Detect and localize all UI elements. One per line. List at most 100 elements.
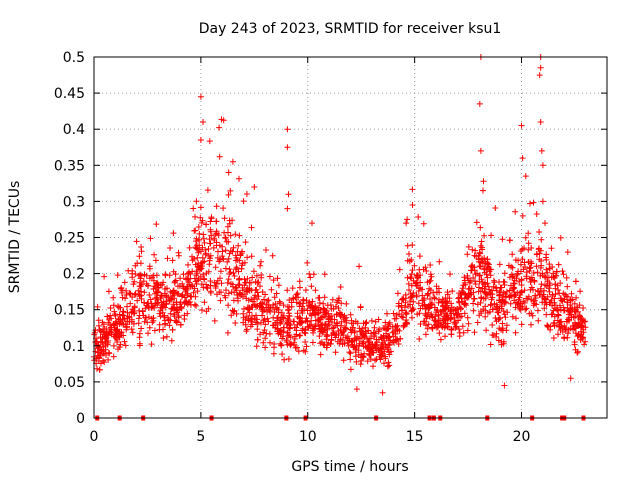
data-point (442, 310, 449, 317)
data-point (138, 272, 145, 279)
data-point (115, 346, 121, 353)
data-point (145, 304, 152, 311)
data-point (294, 290, 301, 297)
data-point (309, 298, 316, 305)
data-point (477, 242, 484, 249)
data-point (346, 349, 353, 356)
data-point (406, 287, 412, 293)
data-point (146, 324, 153, 331)
data-point (111, 308, 118, 315)
data-point (506, 287, 513, 294)
data-point (277, 320, 284, 327)
data-point (480, 295, 487, 302)
data-point (193, 245, 200, 252)
y-axis-label: SRMTID / TECUs (7, 181, 23, 294)
data-point (343, 319, 350, 326)
data-point (509, 251, 516, 258)
data-point (426, 305, 432, 312)
data-point (200, 235, 207, 242)
data-point-outlier (539, 198, 546, 205)
data-point (106, 350, 113, 357)
data-point (530, 199, 537, 206)
data-point (347, 356, 354, 363)
data-point (386, 362, 393, 369)
data-point (487, 341, 494, 348)
data-point (162, 286, 169, 292)
data-point (490, 332, 497, 339)
data-point (212, 285, 219, 291)
data-point (435, 311, 442, 318)
data-point (233, 287, 240, 294)
data-point (230, 308, 237, 315)
data-point-outlier (251, 184, 258, 190)
data-point (159, 303, 166, 310)
data-point (167, 296, 174, 303)
data-point (470, 289, 477, 296)
data-point (461, 274, 468, 281)
data-point (522, 264, 529, 270)
data-point (339, 330, 345, 336)
data-point (546, 261, 553, 268)
data-point (444, 291, 451, 298)
data-point (533, 263, 540, 270)
data-point (242, 321, 249, 328)
data-point (302, 327, 308, 334)
data-point (308, 312, 315, 319)
data-point (247, 323, 254, 330)
data-point (470, 274, 477, 281)
data-point (513, 315, 519, 322)
data-point (502, 291, 509, 297)
data-point (199, 259, 206, 266)
data-point (280, 302, 287, 309)
data-point (112, 335, 119, 341)
data-point (357, 303, 364, 310)
data-point (279, 351, 286, 358)
data-point (345, 342, 352, 349)
data-point (144, 319, 151, 326)
y-tick-label: 0.15 (54, 303, 85, 319)
data-point (487, 302, 494, 309)
data-point (376, 349, 383, 355)
data-point (528, 321, 534, 328)
data-point (116, 311, 123, 318)
data-point (332, 322, 339, 329)
data-point (217, 297, 224, 304)
data-point (151, 327, 158, 334)
data-point (201, 258, 208, 265)
data-point (170, 230, 177, 237)
data-point (283, 337, 290, 343)
data-point (218, 289, 224, 296)
data-point (514, 271, 521, 278)
data-point (136, 342, 143, 349)
data-point (468, 263, 475, 270)
data-point (405, 303, 412, 310)
data-point (302, 339, 309, 345)
data-point (533, 211, 540, 217)
data-point (211, 235, 218, 242)
data-point (559, 328, 566, 335)
data-point (269, 252, 276, 259)
data-point (574, 304, 580, 311)
data-point (153, 294, 160, 301)
data-point (557, 318, 564, 325)
data-point (225, 191, 232, 198)
data-point (573, 294, 580, 301)
data-point (260, 339, 267, 346)
data-point (191, 285, 198, 292)
data-point (568, 311, 575, 318)
data-point (431, 322, 438, 329)
data-point (305, 324, 312, 331)
data-point (349, 341, 356, 348)
data-point (278, 342, 285, 349)
data-point (267, 339, 273, 346)
data-point (303, 315, 310, 322)
data-point (146, 263, 153, 270)
data-point (136, 253, 143, 260)
y-tick-label: 0.25 (54, 231, 85, 247)
data-point (177, 301, 183, 308)
data-point (441, 306, 448, 313)
data-point (335, 305, 342, 312)
data-point (546, 288, 553, 295)
data-point (192, 213, 198, 220)
data-point (184, 310, 191, 317)
